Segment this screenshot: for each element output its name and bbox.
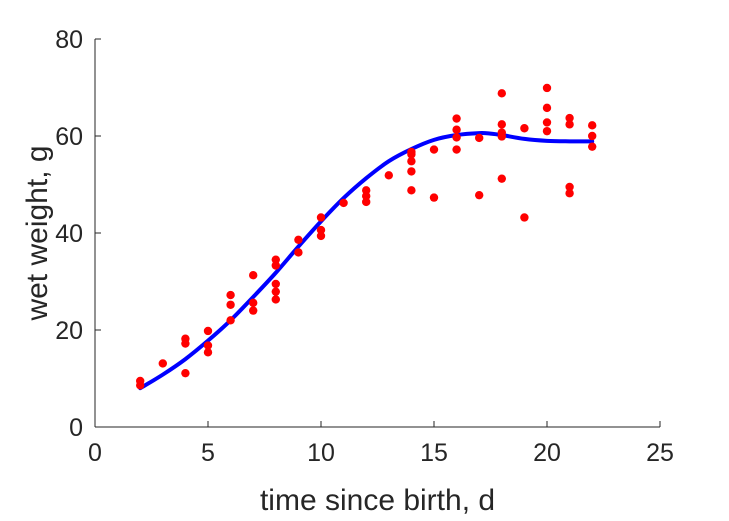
data-point (384, 171, 393, 180)
data-point (203, 326, 213, 336)
data-point (452, 114, 461, 123)
x-axis-title: time since birth, d (260, 484, 495, 517)
y-axis-title: wet weight, g (21, 145, 54, 321)
data-point (249, 306, 258, 315)
data-point (271, 261, 280, 270)
data-point (271, 279, 280, 289)
data-point (362, 197, 371, 207)
data-point (362, 191, 371, 201)
y-tick-label: 40 (55, 220, 83, 248)
data-point (588, 142, 597, 151)
data-point (203, 348, 213, 357)
data-point (497, 132, 506, 141)
x-ticks: 0 5 10 15 20 25 (88, 421, 674, 467)
data-point (181, 339, 190, 348)
data-point (429, 193, 439, 202)
x-tick-label: 25 (646, 439, 674, 467)
data-point (294, 235, 303, 244)
data-point (520, 124, 529, 133)
data-point (452, 133, 461, 142)
fit-curve (138, 131, 595, 391)
marks (136, 83, 597, 391)
data-point (497, 174, 506, 183)
data-point (271, 255, 280, 264)
x-tick-label: 5 (201, 439, 215, 467)
data-point (407, 150, 416, 159)
data-point (339, 198, 348, 208)
data-point (226, 300, 235, 309)
data-point (136, 381, 145, 390)
axes (94, 39, 660, 428)
data-point (475, 190, 484, 200)
data-point (226, 316, 235, 325)
data-point (407, 157, 416, 166)
data-point (316, 213, 326, 222)
data-point (542, 118, 552, 127)
x-tick-label: 10 (307, 439, 335, 467)
x-tick-label: 20 (533, 439, 561, 467)
data-point (520, 213, 529, 222)
data-point (249, 298, 258, 308)
y-ticks: 0 20 40 60 80 (55, 26, 101, 442)
y-tick-label: 0 (69, 414, 83, 442)
data-point (249, 270, 258, 280)
x-tick-label: 15 (420, 439, 448, 467)
data-point (497, 120, 506, 129)
data-point (565, 189, 574, 198)
data-point (226, 290, 235, 300)
data-point (588, 131, 597, 141)
data-point (542, 103, 552, 113)
data-point (588, 121, 597, 130)
data-point (542, 126, 552, 136)
data-point (316, 231, 326, 241)
data-point (429, 145, 439, 154)
data-point (542, 83, 552, 93)
data-point (181, 368, 190, 378)
y-tick-label: 80 (55, 26, 83, 54)
data-point (565, 113, 574, 123)
data-point (497, 89, 506, 98)
data-point (452, 125, 461, 134)
data-point (271, 295, 280, 304)
data-point (203, 341, 213, 350)
data-point (294, 248, 303, 257)
data-point (271, 287, 280, 296)
data-point (316, 225, 326, 235)
data-point (407, 186, 416, 195)
data-point (475, 133, 484, 143)
data-point (452, 145, 461, 154)
data-point (362, 186, 371, 195)
y-tick-label: 20 (55, 317, 83, 345)
x-tick-label: 0 (88, 439, 102, 467)
data-point (565, 120, 574, 129)
data-point (158, 359, 167, 368)
data-point (407, 167, 416, 176)
data-point (565, 182, 574, 192)
y-tick-label: 60 (55, 123, 83, 151)
